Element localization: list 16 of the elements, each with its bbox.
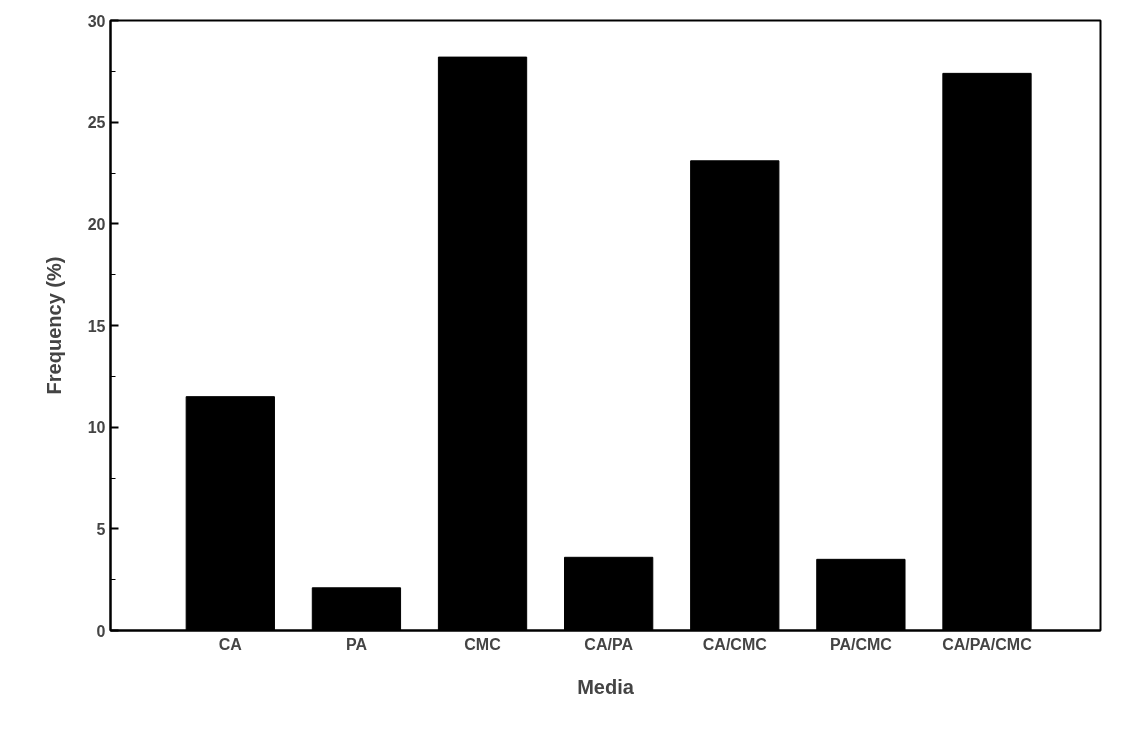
- y-tick-label: 10: [87, 419, 106, 437]
- x-tick-label: PA/CMC: [829, 635, 893, 653]
- y-tick-label: 30: [87, 12, 106, 30]
- x-tick-label: CA/PA: [584, 635, 634, 653]
- x-tick-label: PA: [345, 635, 368, 653]
- x-tick-label: CMC: [464, 635, 502, 653]
- x-tick-label: CA: [218, 635, 243, 653]
- y-tick-label: 25: [87, 114, 106, 132]
- x-axis-title: Media: [577, 675, 635, 698]
- x-tick-label: CA/PA/CMC: [942, 635, 1033, 653]
- y-tick-label: 15: [87, 317, 106, 335]
- y-tick-label: 5: [96, 520, 106, 538]
- x-tick-label: CA/CMC: [702, 635, 768, 653]
- y-tick-label: 0: [96, 622, 106, 640]
- y-tick-label: 20: [87, 215, 106, 233]
- y-axis-title: Frequency (%): [42, 256, 65, 395]
